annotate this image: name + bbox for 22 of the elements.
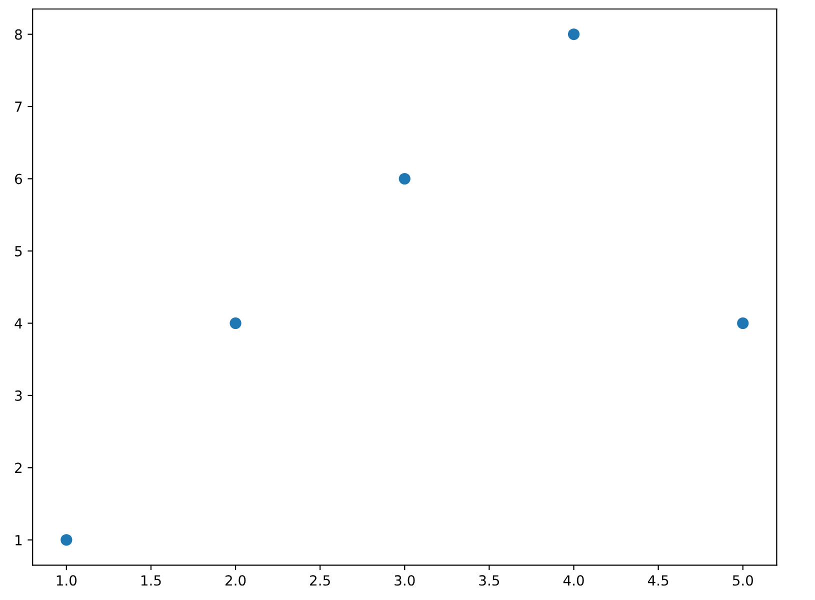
x-tick-label: 1.0 bbox=[56, 575, 77, 586]
point bbox=[60, 534, 72, 546]
y-tick-label: 3 bbox=[15, 390, 22, 401]
y-tick-label: 1 bbox=[16, 535, 22, 546]
point bbox=[737, 317, 749, 330]
x-tick-label: 3.5 bbox=[479, 575, 500, 586]
y-tick-label: 5 bbox=[15, 246, 22, 256]
point bbox=[398, 172, 410, 185]
x-tick-label: 4.5 bbox=[648, 575, 668, 586]
y-tick-label: 7 bbox=[15, 102, 22, 112]
x-tick-label: 2.5 bbox=[310, 575, 330, 586]
point bbox=[230, 317, 242, 330]
x-tick-label: 5.0 bbox=[732, 575, 753, 586]
y-tick-label: 2 bbox=[15, 462, 22, 473]
x-tick-label: 1.5 bbox=[141, 575, 161, 586]
x-tick-label: 2.0 bbox=[226, 575, 246, 586]
point bbox=[568, 28, 580, 40]
x-tick-label: 3.0 bbox=[394, 575, 415, 586]
y-tick-label: 4 bbox=[14, 318, 22, 328]
y-tick-label: 6 bbox=[15, 174, 22, 184]
y-tick-label: 8 bbox=[14, 29, 22, 40]
x-tick-label: 4.0 bbox=[563, 575, 584, 586]
